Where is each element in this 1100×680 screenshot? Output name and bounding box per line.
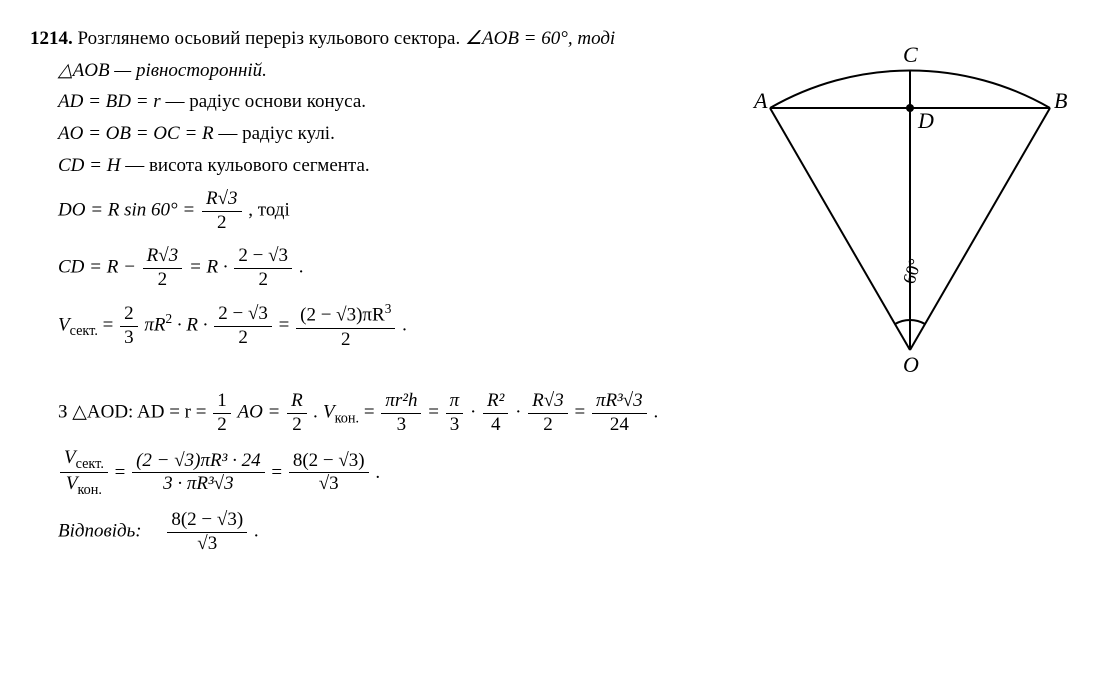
problem-number: 1214.: [30, 28, 73, 49]
line-OA: [770, 108, 910, 350]
angle-text: ∠AOB = 60°, тоді: [465, 28, 615, 49]
sector-diagram: A B C D O 60°: [750, 20, 1070, 380]
label-angle: 60°: [899, 256, 925, 286]
equation-4: З △AOD: AD = r = 1 2 AO = R 2 . Vкон. = …: [30, 390, 1070, 437]
intro-text: Розглянемо осьовий переріз кульового сек…: [78, 28, 461, 49]
equation-2: CD = R − R√3 2 = R · 2 − √3 2 .: [30, 245, 735, 292]
line-3: AD = BD = r — радіус основи конуса.: [30, 89, 735, 115]
label-C: C: [903, 42, 918, 67]
label-D: D: [917, 108, 934, 133]
answer-line: Відповідь: 8(2 − √3) √3 .: [30, 509, 1070, 556]
first-line: 1214. Розглянемо осьовий переріз кульово…: [30, 26, 735, 52]
line-5: CD = H — висота кульового сегмента.: [30, 153, 735, 179]
point-D: [906, 104, 914, 112]
label-O: O: [903, 352, 919, 377]
line-4: AO = OB = OC = R — радіус кулі.: [30, 121, 735, 147]
equation-3: Vсект. = 2 3 πR2 · R · 2 − √3 2 = (2 − √…: [30, 301, 735, 351]
text-content: 1214. Розглянемо осьовий переріз кульово…: [30, 20, 750, 361]
label-A: A: [752, 88, 768, 113]
label-B: B: [1054, 88, 1067, 113]
answer-label: Відповідь:: [58, 521, 142, 542]
equation-1: DO = R sin 60° = R√3 2 , тоді: [30, 188, 735, 235]
line-2: △AOB — рівносторонній.: [30, 58, 735, 84]
equation-5: Vсект. Vкон. = (2 − √3)πR³ · 24 3 · πR³√…: [30, 447, 1070, 500]
line-OB: [910, 108, 1050, 350]
figure: A B C D O 60°: [750, 20, 1070, 380]
